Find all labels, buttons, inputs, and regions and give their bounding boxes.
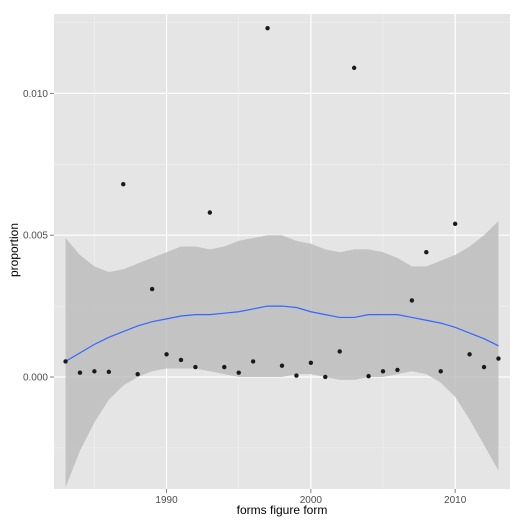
data-point <box>438 369 443 374</box>
data-point <box>164 352 169 357</box>
data-point <box>135 371 140 377</box>
x-axis-title: forms figure form <box>237 503 328 517</box>
data-point <box>222 364 227 370</box>
data-point <box>63 359 68 364</box>
y-tick-label: 0.005 <box>23 231 48 242</box>
data-point <box>207 210 213 215</box>
data-point <box>424 250 429 255</box>
data-point <box>77 370 83 375</box>
y-tick-label: 0.010 <box>23 89 48 100</box>
data-point <box>250 359 256 364</box>
x-tick-label: 2010 <box>444 495 467 506</box>
data-points <box>63 25 501 380</box>
data-point <box>323 374 328 380</box>
data-point <box>279 363 285 368</box>
x-axis-ticks: 1990 2000 2010 <box>155 489 467 506</box>
data-point <box>265 25 270 31</box>
data-point <box>496 356 501 361</box>
data-point <box>366 373 371 379</box>
x-tick-label: 1990 <box>155 495 178 506</box>
y-tick-label: 0.000 <box>23 372 48 383</box>
data-point <box>380 369 386 374</box>
data-point <box>337 349 342 354</box>
data-point <box>294 373 299 378</box>
data-point <box>106 369 112 375</box>
data-point <box>92 369 97 374</box>
data-point <box>308 360 314 366</box>
data-point <box>452 221 458 227</box>
y-axis-title: proportion <box>7 223 21 277</box>
y-axis-ticks: 0.000 0.005 0.010 <box>23 89 54 383</box>
smooth-fit-line <box>65 305 499 362</box>
data-point <box>121 181 126 187</box>
data-point <box>178 357 184 363</box>
data-point <box>481 364 487 370</box>
data-point <box>409 298 415 303</box>
x-tick-label: 2000 <box>300 495 323 506</box>
data-point <box>236 370 241 375</box>
data-point <box>395 367 400 373</box>
data-point <box>149 286 155 292</box>
data-point <box>193 364 198 370</box>
data-point <box>467 352 472 357</box>
data-point <box>351 65 357 71</box>
confidence-band <box>65 221 499 488</box>
